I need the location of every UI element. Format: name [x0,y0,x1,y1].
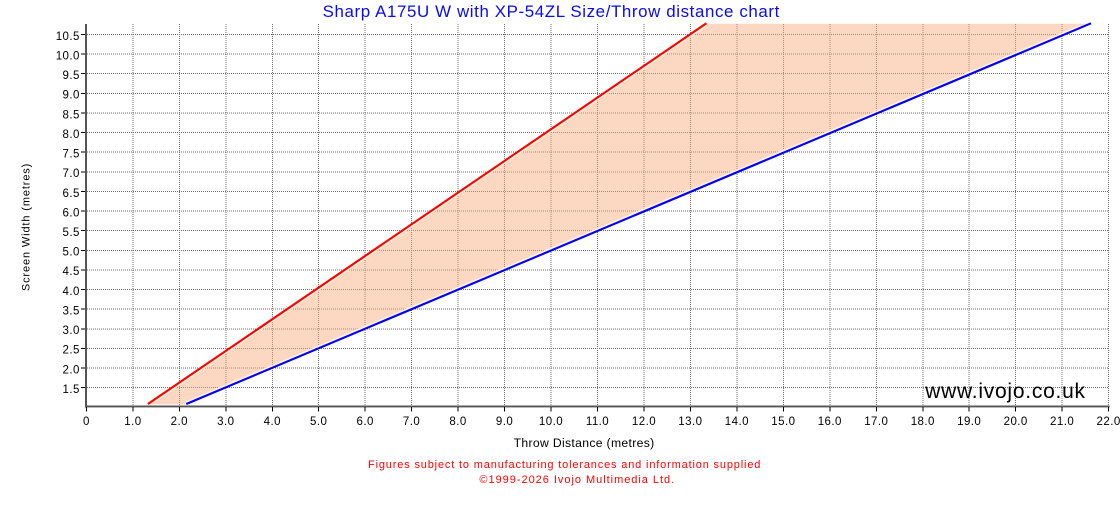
svg-text:Screen Width (metres): Screen Width (metres) [21,164,33,292]
svg-text:16.0: 16.0 [818,416,842,428]
svg-text:8.5: 8.5 [63,109,80,121]
svg-text:15.0: 15.0 [771,416,795,428]
svg-text:3.5: 3.5 [63,305,80,317]
svg-text:6.5: 6.5 [63,188,80,200]
svg-text:10.0: 10.0 [539,416,563,428]
svg-text:5.0: 5.0 [310,416,327,428]
svg-text:11.0: 11.0 [586,416,609,428]
svg-text:Figures subject to manufacturi: Figures subject to manufacturing toleran… [368,459,760,471]
svg-text:8.0: 8.0 [449,416,466,428]
svg-text:17.0: 17.0 [864,416,888,428]
svg-text:1.0: 1.0 [124,416,141,428]
svg-text:3.0: 3.0 [63,325,80,337]
svg-text:2.5: 2.5 [63,345,80,357]
svg-text:6.0: 6.0 [357,416,374,428]
svg-text:5.5: 5.5 [63,227,80,239]
svg-text:7.0: 7.0 [63,168,80,180]
svg-text:19.0: 19.0 [957,416,981,428]
svg-text:0: 0 [83,416,90,428]
svg-text:9.0: 9.0 [496,416,513,428]
svg-text:7.5: 7.5 [63,149,80,161]
svg-text:9.5: 9.5 [63,70,80,82]
svg-text:3.0: 3.0 [217,416,234,428]
svg-text:5.0: 5.0 [63,247,80,259]
svg-text:2.0: 2.0 [63,364,80,376]
svg-text:22.0: 22.0 [1097,416,1120,428]
svg-text:10.5: 10.5 [56,31,80,43]
svg-text:14.0: 14.0 [725,416,749,428]
svg-text:6.0: 6.0 [63,207,80,219]
svg-text:18.0: 18.0 [911,416,935,428]
svg-text:Sharp A175U W with XP-54ZL Siz: Sharp A175U W with XP-54ZL Size/Throw di… [323,2,780,21]
svg-text:www.ivojo.co.uk: www.ivojo.co.uk [924,380,1085,403]
svg-text:4.0: 4.0 [63,286,80,298]
svg-text:10.0: 10.0 [56,50,80,62]
svg-text:4.5: 4.5 [63,266,80,278]
svg-text:4.0: 4.0 [264,416,281,428]
svg-text:12.0: 12.0 [632,416,656,428]
svg-text:7.0: 7.0 [403,416,420,428]
svg-text:9.0: 9.0 [63,90,80,102]
svg-text:20.0: 20.0 [1004,416,1028,428]
svg-text:1.5: 1.5 [63,384,80,396]
svg-text:13.0: 13.0 [678,416,702,428]
svg-text:21.0: 21.0 [1050,416,1074,428]
svg-text:Throw Distance (metres): Throw Distance (metres) [514,436,655,450]
svg-text:2.0: 2.0 [171,416,188,428]
svg-text:©1999-2026 Ivojo Multimedia Lt: ©1999-2026 Ivojo Multimedia Ltd. [479,474,674,486]
svg-text:8.0: 8.0 [63,129,80,141]
